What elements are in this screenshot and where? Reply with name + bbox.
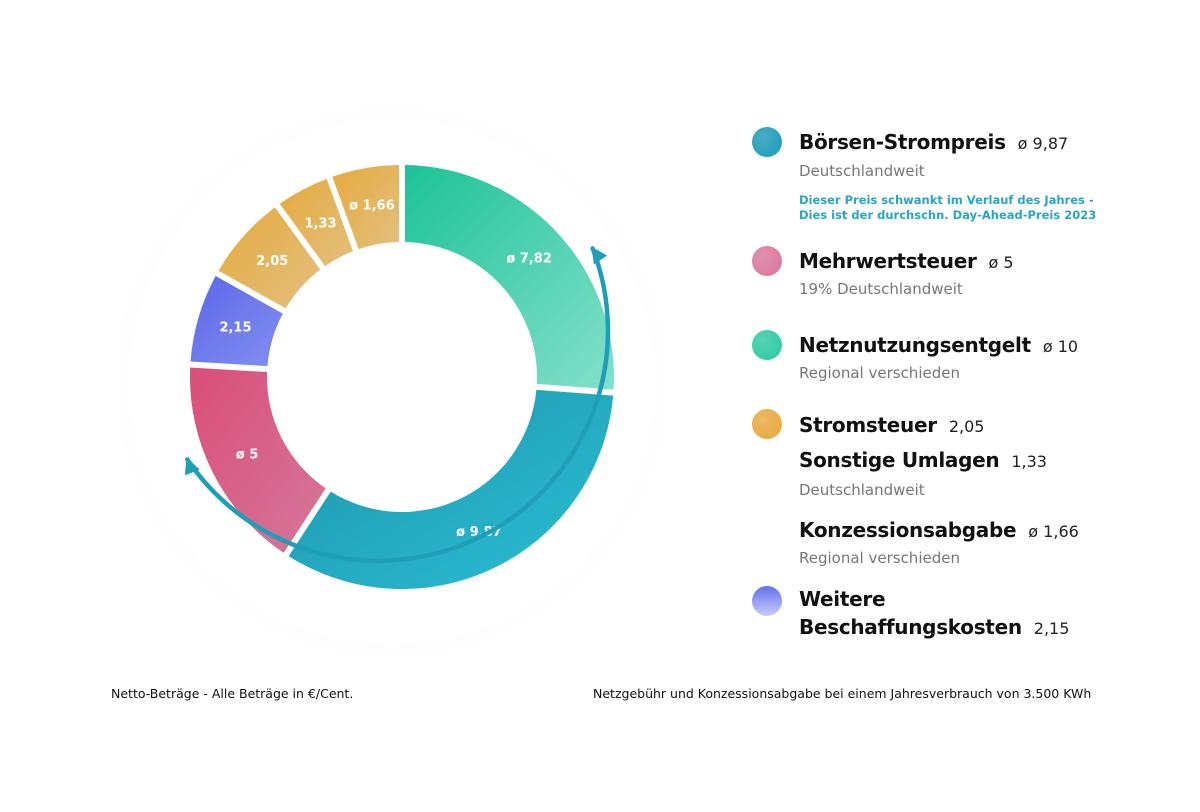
footnote-left: Netto-Beträge - Alle Beträge in €/Cent.	[111, 686, 354, 701]
legend-dot-netz	[752, 330, 782, 360]
legend-sub-umlagen: Deutschlandweit	[799, 481, 925, 499]
legend-note-boersen-1: Dieser Preis schwankt im Verlauf des Jah…	[799, 193, 1094, 207]
arrow-head-right	[591, 246, 608, 265]
legend-title-konzession: Konzessionsabgabe ø 1,66	[799, 518, 1079, 542]
donut-label-3: 2,15	[219, 321, 251, 336]
donut-label-2: ø 5	[236, 448, 259, 463]
legend-dot-weitere	[752, 586, 782, 616]
legend-note-boersen-2: Dies ist der durchschn. Day-Ahead-Preis …	[799, 208, 1097, 222]
legend-sub-boersen: Deutschlandweit	[799, 162, 925, 180]
donut-segment-5	[279, 178, 354, 267]
donut-label-4: 2,05	[256, 254, 288, 269]
donut-segment-1	[288, 389, 614, 590]
legend-title-weitere-1: Weitere	[799, 587, 886, 611]
legend-dot-mwst	[752, 246, 782, 276]
legend-title-mwst: Mehrwertsteuer ø 5	[799, 249, 1014, 273]
legend-sub-mwst: 19% Deutschlandweit	[799, 280, 963, 298]
legend-dot-stromsteuer	[752, 409, 782, 439]
legend-value-netz: ø 10	[1042, 337, 1079, 356]
arrow-head-left	[184, 457, 200, 476]
footnote-right: Netzgebühr und Konzessionsabgabe bei ein…	[593, 686, 1092, 701]
legend-value-boersen: ø 9,87	[1017, 134, 1069, 153]
arrow-arc	[185, 246, 611, 564]
donut-label-0: ø 7,82	[506, 251, 552, 266]
legend-value-weitere: 2,15	[1033, 619, 1070, 638]
legend-value-mwst: ø 5	[988, 253, 1014, 272]
donut-chart: ø 7,82 ø 9,87 ø 5 2,15 2,05 1,33 ø 1,66	[97, 87, 687, 677]
legend-title-umlagen: Sonstige Umlagen 1,33	[799, 448, 1047, 472]
legend-title-stromsteuer: Stromsteuer 2,05	[799, 413, 985, 437]
legend-dot-boersen	[752, 127, 782, 157]
donut-label-1: ø 9,87	[456, 525, 502, 540]
donut-label-6: ø 1,66	[349, 199, 395, 214]
legend-value-konzession: ø 1,66	[1028, 522, 1079, 541]
legend-value-stromsteuer: 2,05	[948, 417, 985, 436]
legend-value-umlagen: 1,33	[1011, 452, 1047, 471]
donut-label-5: 1,33	[304, 216, 336, 231]
legend-title-netz: Netznutzungsentgelt ø 10	[799, 333, 1079, 357]
donut-segment-3	[190, 275, 283, 367]
donut-segment-2	[190, 367, 326, 553]
legend-title-weitere-2: Beschaffungskosten 2,15	[799, 615, 1070, 639]
donut-segment-4	[218, 207, 321, 309]
donut-chart-svg: ø 7,82 ø 9,87 ø 5 2,15 2,05 1,33 ø 1,66	[97, 87, 687, 677]
donut-segment-0	[404, 165, 614, 390]
donut-segment-6	[332, 165, 400, 250]
legend-sub-netz: Regional verschieden	[799, 364, 960, 382]
legend-sub-konzession: Regional verschieden	[799, 549, 960, 567]
legend-title-boersen: Börsen-Strompreis ø 9,87	[799, 130, 1069, 154]
